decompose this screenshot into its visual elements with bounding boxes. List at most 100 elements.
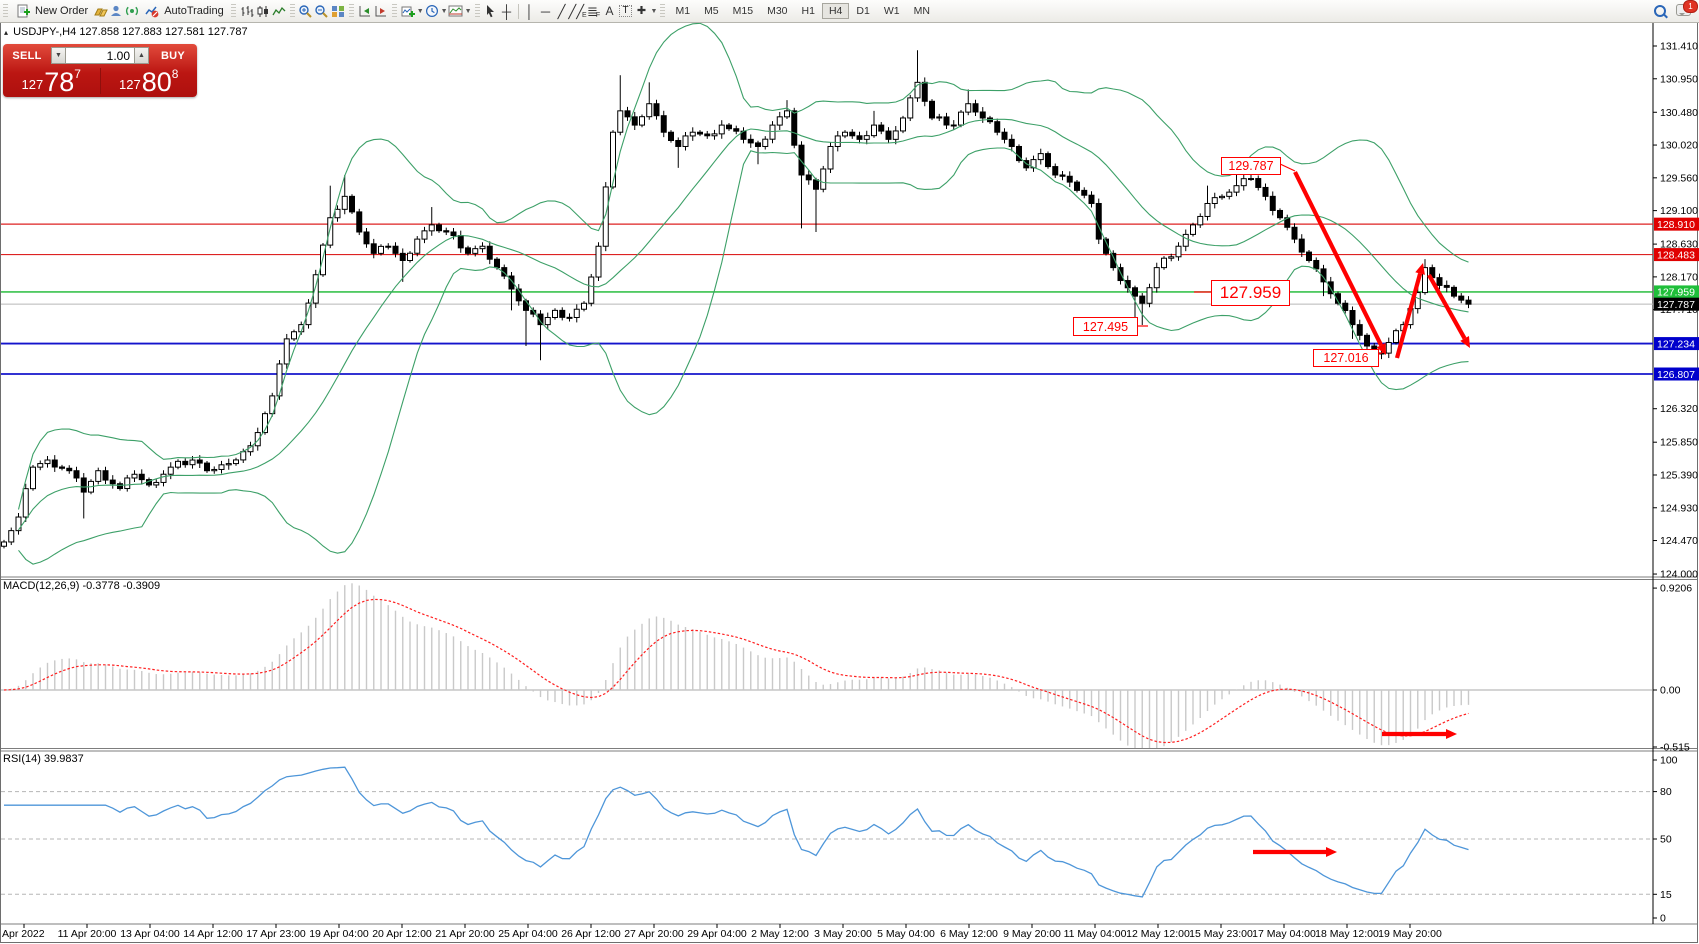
vertical-line-tool-icon[interactable]: │: [525, 3, 534, 19]
auto-scroll-icon[interactable]: [357, 3, 373, 19]
time-tick: 20 Apr 12:00: [372, 928, 432, 940]
price-tick: 125.390: [1660, 469, 1698, 481]
symbol-line: ▴ USDJPY-,H4 127.858 127.883 127.581 127…: [4, 26, 248, 38]
price-tick: 130.480: [1660, 107, 1698, 119]
symbol-marker-icon: ▴: [4, 28, 9, 37]
time-tick: 3 May 20:00: [814, 928, 872, 940]
fibonacci-tool-icon[interactable]: ≣ F: [586, 3, 601, 20]
price-tick: 131.410: [1660, 41, 1698, 53]
time-tick: 9 May 20:00: [1003, 928, 1061, 940]
new-order-button[interactable]: New Order: [11, 1, 92, 21]
profiles-caret[interactable]: ▼: [440, 7, 448, 15]
time-tick: 5 May 04:00: [877, 928, 935, 940]
timeframe-h1[interactable]: H1: [801, 5, 815, 17]
price-badge: 127.959: [1657, 287, 1695, 299]
volume-increase-button[interactable]: ▲: [134, 47, 149, 64]
time-tick: 18 May 12:00: [1315, 928, 1379, 940]
price-tick: 130.020: [1660, 140, 1698, 152]
sell-price[interactable]: 127 78 7: [21, 67, 81, 97]
ohlc-open: 127.858: [79, 26, 120, 38]
new-chart-dropdown-icon[interactable]: [400, 3, 416, 19]
trend-arrow: [1394, 273, 1423, 359]
rsi-tick: 100: [1660, 755, 1678, 767]
volume-input[interactable]: 1.00: [66, 47, 134, 64]
price-callout: 127.495: [1073, 317, 1138, 336]
timeframe-m30[interactable]: M30: [767, 5, 788, 17]
text-label-tool-icon[interactable]: T: [618, 3, 634, 19]
price-tick: 129.560: [1660, 172, 1698, 184]
text-tool-icon[interactable]: A: [605, 4, 614, 18]
rsi-line: [4, 766, 1469, 898]
time-tick: 29 Apr 04:00: [687, 928, 747, 940]
candlestick-chart-icon[interactable]: [255, 3, 271, 19]
templates-dropdown-icon[interactable]: [448, 3, 464, 19]
ohlc-high: 127.883: [122, 26, 162, 38]
autotrading-button[interactable]: AutoTrading: [140, 1, 228, 21]
templates-caret[interactable]: ▼: [464, 7, 472, 15]
new-order-icon: [15, 3, 31, 19]
price-badge: 128.910: [1657, 219, 1695, 231]
profiles-dropdown-icon[interactable]: [424, 3, 440, 19]
timeframe-w1[interactable]: W1: [883, 5, 900, 17]
chart-shift-icon[interactable]: [373, 3, 389, 19]
cursor-tool-icon[interactable]: [483, 3, 499, 19]
search-icon[interactable]: [1654, 5, 1666, 17]
price-tick: 130.950: [1660, 73, 1698, 85]
rsi-panel: [1, 766, 1652, 898]
timeframe-m5[interactable]: M5: [704, 5, 719, 17]
timeframe-d1[interactable]: D1: [856, 5, 870, 17]
symbol-name: USDJPY-,H4: [13, 26, 77, 38]
notification-badge: 1: [1683, 0, 1698, 13]
buy-button[interactable]: BUY: [160, 49, 186, 62]
new-chart-caret[interactable]: ▼: [416, 7, 424, 15]
autotrading-icon: [144, 3, 160, 19]
bar-chart-icon[interactable]: [239, 3, 255, 19]
channel-tool-icon[interactable]: ╱╱ E: [568, 3, 587, 20]
horizontal-levels: [1, 223, 1653, 375]
price-callout: 129.787: [1221, 157, 1281, 175]
buy-price[interactable]: 127 80 8: [119, 67, 179, 97]
time-tick: 13 Apr 04:00: [120, 928, 180, 940]
signal-icon[interactable]: [124, 3, 140, 19]
rsi-tick: 15: [1660, 889, 1672, 901]
timeframe-h4[interactable]: H4: [821, 3, 850, 19]
time-tick: 14 Apr 12:00: [183, 928, 243, 940]
time-tick: 19 Apr 04:00: [309, 928, 369, 940]
axis-labels: 131.410 130.950 130.480 130.020 129.560 129.1…: [2, 41, 1698, 941]
macd-label: MACD(12,26,9) -0.3778 -0.3909: [3, 580, 161, 592]
horizontal-line-tool-icon[interactable]: ─: [540, 3, 551, 19]
time-tick: 21 Apr 20:00: [435, 928, 495, 940]
trend-arrow: [1293, 171, 1383, 347]
gold-icon[interactable]: [92, 3, 108, 19]
price-tick: 125.850: [1660, 437, 1698, 449]
timeframe-m1[interactable]: M1: [675, 5, 691, 17]
tile-windows-icon[interactable]: [330, 3, 346, 19]
timeframe-m15[interactable]: M15: [732, 5, 754, 17]
zoom-out-icon[interactable]: [314, 3, 330, 19]
time-tick: 25 Apr 04:00: [498, 928, 558, 940]
trend-arrow: [1427, 273, 1467, 340]
arrows-tool-caret[interactable]: ▼: [650, 7, 658, 15]
rsi-tick: 0: [1660, 913, 1666, 925]
ohlc-close: 127.787: [207, 26, 248, 38]
time-tick: 2 May 12:00: [751, 928, 809, 940]
chat-icon[interactable]: 1: [1676, 0, 1698, 19]
price-tick: 129.100: [1660, 205, 1698, 217]
zoom-in-icon[interactable]: [298, 3, 314, 19]
arrows-tool-icon[interactable]: ✚: [636, 4, 647, 17]
sell-button[interactable]: SELL: [12, 49, 42, 62]
trendline-tool-icon[interactable]: ╱: [557, 3, 566, 19]
new-order-label: New Order: [35, 5, 89, 17]
time-tick: 19 May 20:00: [1378, 928, 1442, 940]
rsi-label: RSI(14) 39.9837: [3, 753, 84, 765]
line-chart-icon[interactable]: [271, 3, 287, 19]
time-tick: 15 May 23:00: [1189, 928, 1253, 940]
timeframe-mn[interactable]: MN: [913, 5, 930, 17]
crosshair-tool-icon[interactable]: ┼: [501, 3, 512, 19]
volume-decrease-button[interactable]: ▼: [51, 47, 66, 64]
macd-tick: 0.00: [1660, 685, 1681, 697]
community-icon[interactable]: [108, 3, 124, 19]
